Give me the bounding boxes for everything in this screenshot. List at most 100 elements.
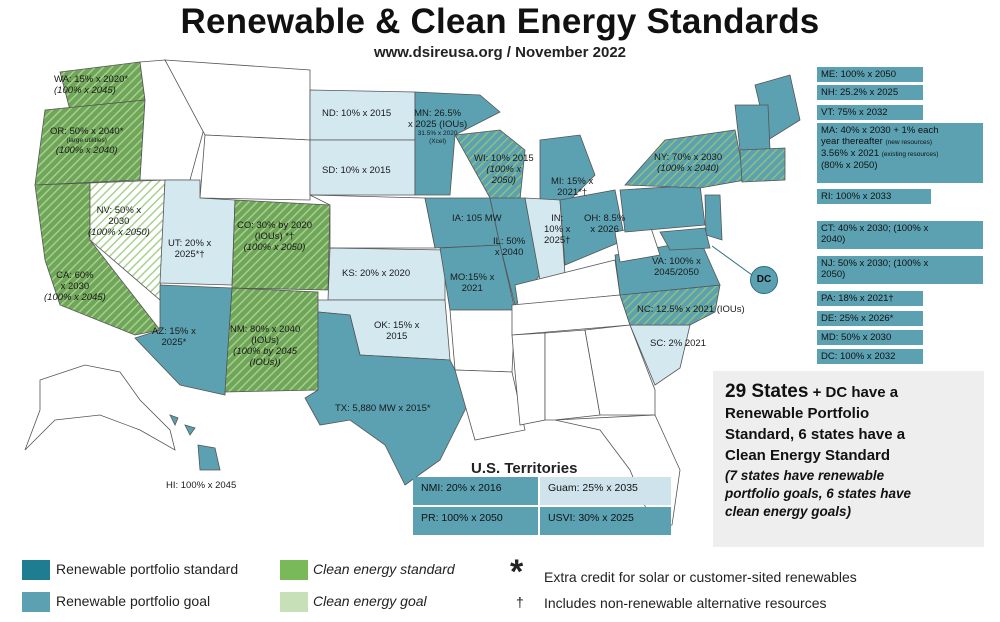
state-ak — [24, 364, 176, 451]
label-az-line2: 2025* — [161, 337, 187, 348]
label-mn-small1: 31.5% x 2020 — [417, 130, 458, 137]
summary-line1-rest: + DC have a — [812, 384, 899, 401]
legend-label-ces: Clean energy standard — [313, 561, 455, 577]
ne-box-nh: NH: 25.2% x 2025 — [816, 84, 924, 101]
summary-line4: Clean Energy Standard — [725, 447, 891, 464]
legend-swatch-rps — [22, 560, 50, 580]
ne-box-ma: MA: 40% x 2030 + 1% each year thereafter… — [816, 122, 984, 184]
ne-box-ct: CT: 40% x 2030; (100% x 2040) — [816, 220, 984, 250]
label-ks: KS: 20% x 2020 — [342, 268, 411, 279]
label-va: VA: 100% x 2045/2050 — [652, 256, 701, 278]
territories-title: U.S. Territories — [471, 460, 578, 477]
label-oh: OH: 8.5% x 2026 — [584, 213, 625, 235]
dagger-icon: † — [516, 594, 524, 610]
label-mi: MI: 15% x 2021*† — [551, 176, 593, 198]
legend-label-rps: Renewable portfolio standard — [56, 561, 239, 577]
state-ne — [309, 194, 436, 249]
label-ca-line2: x 2030 — [60, 281, 90, 292]
summary-count: 29 States — [725, 381, 809, 402]
ne-ma-line2-small: (new resources) — [885, 139, 933, 146]
label-nv-line2: 2030 — [108, 216, 130, 227]
state-ma-ct-ri — [739, 147, 786, 183]
label-ny-line1: NY: 70% x 2030 — [654, 152, 723, 163]
state-ms — [511, 332, 546, 426]
label-mo-line1: MO:15% x — [450, 272, 495, 283]
state-la — [454, 369, 526, 441]
label-ca: CA: 60% x 2030 (100% x 2045) — [44, 270, 106, 303]
territory-usvi: USVI: 30% x 2025 — [540, 507, 671, 535]
label-co: CO: 30% by 2020 (IOUs) *† (100% x 2050) — [237, 220, 312, 253]
label-mo: MO:15% x 2021 — [450, 272, 494, 294]
label-mn-line1: MN: 26.5% — [414, 108, 462, 119]
label-az-line1: AZ: 15% x — [152, 326, 196, 337]
legend-label-ceg: Clean energy goal — [313, 593, 427, 609]
label-ny-line2: (100% x 2040) — [657, 163, 719, 174]
label-sc: SC: 2% 2021 — [650, 338, 706, 349]
label-ok: OK: 15% x 2015 — [374, 320, 419, 342]
asterisk-icon: * — [510, 553, 524, 591]
label-tx: TX: 5,880 MW x 2015* — [335, 403, 431, 414]
state-nj — [704, 194, 723, 241]
label-wi: WI: 10% 2015 (100% x 2050) — [474, 153, 534, 186]
label-nc: NC: 12.5% x 2021 (IOUs) — [637, 304, 745, 315]
legend-swatch-ces — [280, 560, 308, 580]
state-hi-1 — [169, 414, 179, 426]
label-ok-line2: 2015 — [386, 331, 408, 342]
label-oh-line1: OH: 8.5% — [584, 213, 626, 224]
label-wa-line2: (100% x 2045) — [54, 85, 116, 96]
ne-box-nj: NJ: 50% x 2030; (100% x 2050) — [816, 255, 984, 285]
ne-box-me: ME: 100% x 2050 — [816, 66, 924, 83]
ne-box-ri: RI: 100% x 2033 — [816, 188, 932, 205]
ne-box-pa: PA: 18% x 2021† — [816, 290, 924, 307]
summary-line3: Standard, 6 states have a — [725, 426, 906, 443]
ne-box-vt: VT: 75% x 2032 — [816, 104, 924, 121]
label-co-line3: (100% x 2050) — [243, 242, 306, 253]
ne-nj-line2: 2050) — [821, 269, 846, 280]
legend-label-dagger: Includes non-renewable alternative resou… — [544, 595, 827, 611]
label-wi-line2: (100% x — [486, 164, 522, 175]
state-tx — [304, 311, 471, 486]
label-mn: MN: 26.5% x 2025 (IOUs) 31.5% x 2020 (Xc… — [408, 108, 467, 146]
label-va-line2: 2045/2050 — [654, 267, 699, 278]
label-in-line1: IN: — [551, 213, 564, 224]
label-nd: ND: 10% x 2015 — [322, 108, 392, 119]
ne-ma-line3-small: (existing resources) — [881, 151, 939, 158]
label-wi-line1: WI: 10% 2015 — [474, 153, 534, 164]
legend-label-asterisk: Extra credit for solar or customer-sited… — [544, 569, 857, 585]
label-or-line1: OR: 50% x 2040* — [50, 126, 124, 137]
ne-ma-line3: 3.56% x 2021 — [821, 148, 880, 159]
summary-goals-2: portfolio goals, 6 states have — [725, 486, 912, 501]
label-co-line1: CO: 30% by 2020 — [237, 220, 312, 231]
ne-box-de: DE: 25% x 2026* — [816, 310, 924, 327]
state-mi — [539, 134, 596, 201]
label-mo-line2: 2021 — [461, 283, 483, 294]
label-ca-line1: CA: 60% — [56, 270, 94, 281]
label-il-line1: IL: 50% — [493, 236, 526, 247]
label-ny: NY: 70% x 2030 (100% x 2040) — [654, 152, 722, 174]
label-or-small: (large utilities) — [66, 137, 107, 144]
label-nm: NM: 80% x 2040 (IOUs) (100% by 2045 (IOU… — [230, 324, 300, 368]
ne-ct-line2: 2040) — [821, 234, 846, 245]
label-az: AZ: 15% x 2025* — [152, 326, 196, 348]
ne-ma-line4: (80% x 2050) — [821, 160, 878, 171]
label-or-line2: (100% x 2040) — [55, 145, 118, 156]
label-nm-line3: (100% by 2045 — [233, 346, 298, 357]
label-wa-line1: WA: 15% x 2020* — [54, 74, 129, 85]
ne-ct-line1: CT: 40% x 2030; (100% x — [821, 223, 929, 234]
state-al — [544, 329, 601, 421]
legend-label-rpg: Renewable portfolio goal — [56, 593, 211, 609]
label-nm-line4: (IOUs)) — [249, 357, 281, 368]
territory-guam: Guam: 25% x 2035 — [540, 477, 671, 505]
label-mn-line2: x 2025 (IOUs) — [408, 119, 468, 130]
ne-box-md: MD: 50% x 2030 — [816, 329, 924, 346]
state-wi — [454, 129, 526, 201]
ne-ma-line1: MA: 40% x 2030 + 1% each — [821, 125, 939, 136]
label-ut-line1: UT: 20% x — [168, 238, 212, 249]
label-in-line3: 2025† — [544, 235, 571, 246]
territory-nmi: NMI: 20% x 2016 — [413, 477, 538, 505]
summary-goals-3: clean energy goals) — [725, 504, 852, 519]
map-title: Renewable & Clean Energy Standards — [180, 2, 820, 41]
state-wy — [199, 134, 311, 201]
label-or: OR: 50% x 2040* (large utilities) (100% … — [50, 126, 123, 156]
